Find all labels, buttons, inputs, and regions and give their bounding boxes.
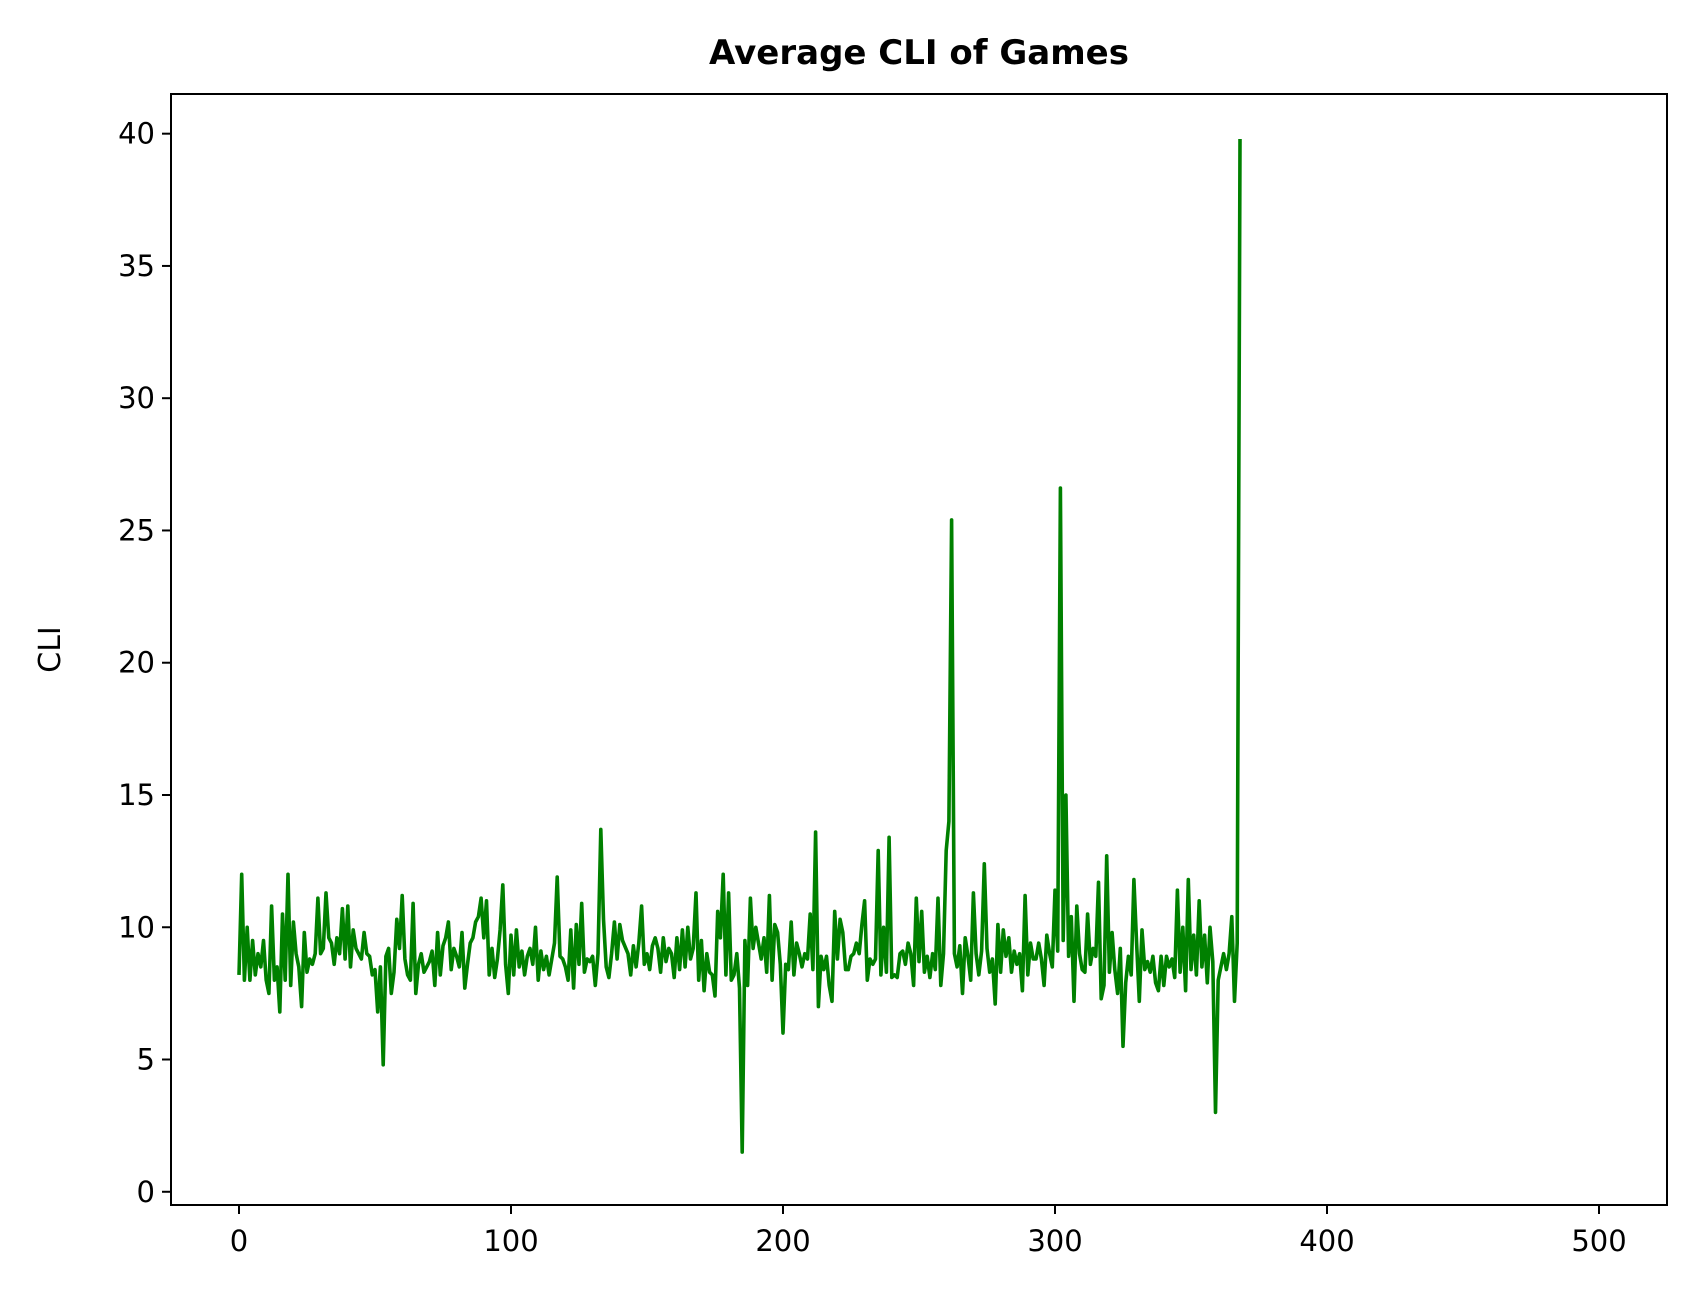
x-tick-label: 200	[755, 1224, 810, 1258]
y-tick-label: 20	[118, 646, 155, 680]
y-tick-label: 25	[118, 513, 155, 547]
x-tick-label: 500	[1571, 1224, 1626, 1258]
x-axis: 0 100 200 300 400 500	[230, 1205, 1627, 1258]
x-tick-label: 100	[483, 1224, 538, 1258]
y-tick-label: 0	[137, 1175, 155, 1209]
x-tick-label: 0	[230, 1224, 248, 1258]
y-tick-label: 15	[118, 778, 155, 812]
series-layer	[237, 138, 1242, 1154]
y-tick-label: 5	[137, 1043, 155, 1077]
y-tick-label: 40	[118, 117, 155, 151]
y-tick-label: 30	[118, 381, 155, 415]
y-axis: 0 5 10 15 20 25 30 35 40	[118, 117, 171, 1209]
y-tick-label: 35	[118, 249, 155, 283]
x-tick-label: 400	[1299, 1224, 1354, 1258]
x-tick-label: 300	[1027, 1224, 1082, 1258]
y-axis-title: CLI	[33, 626, 68, 673]
plot-area	[170, 93, 1668, 1206]
chart-title: Average CLI of Games	[709, 33, 1129, 73]
series-line-1	[237, 138, 1242, 1154]
y-tick-label: 10	[118, 910, 155, 944]
